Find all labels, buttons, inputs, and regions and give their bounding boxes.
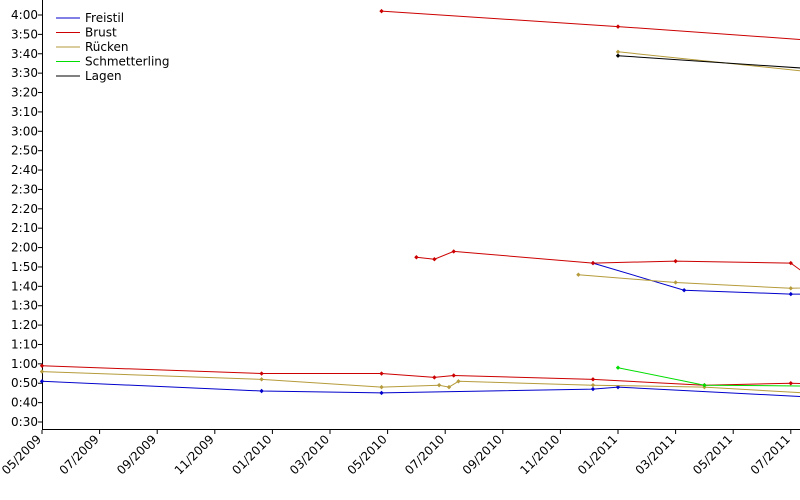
data-point xyxy=(590,377,596,382)
y-tick-label: 1:00 xyxy=(11,357,38,371)
tick-marks xyxy=(38,14,792,434)
data-point xyxy=(379,384,384,390)
data-point xyxy=(451,249,456,254)
data-point xyxy=(615,24,621,29)
data-point xyxy=(590,260,596,266)
data-point xyxy=(379,390,384,396)
data-point xyxy=(615,365,621,370)
data-point xyxy=(576,272,581,277)
series-line xyxy=(381,10,800,40)
data-point xyxy=(379,8,384,14)
legend-entry-label: Lagen xyxy=(85,69,122,83)
data-point xyxy=(432,375,437,380)
data-point xyxy=(432,257,437,262)
data-point xyxy=(259,377,264,382)
y-tick-label: 1:40 xyxy=(11,279,38,293)
data-point xyxy=(39,363,45,368)
data-point xyxy=(259,388,264,394)
data-point xyxy=(451,373,456,378)
data-point xyxy=(590,382,596,388)
series-lagen xyxy=(615,53,800,69)
data-point xyxy=(788,286,793,291)
data-point xyxy=(673,258,678,264)
series-line xyxy=(41,380,800,398)
y-tick-label: 2:00 xyxy=(11,241,38,255)
y-tick-label: 0:40 xyxy=(11,396,38,410)
data-point xyxy=(615,49,621,55)
data-point xyxy=(39,369,45,374)
data-point xyxy=(259,371,264,376)
y-tick-label: 0:50 xyxy=(11,376,38,390)
data-point xyxy=(436,382,442,388)
data-point xyxy=(414,255,419,260)
y-tick-label: 3:10 xyxy=(11,105,38,119)
data-point xyxy=(39,379,45,384)
y-tick-label: 1:20 xyxy=(11,318,38,332)
y-tick-label: 3:20 xyxy=(11,86,38,100)
legend-background xyxy=(51,9,182,79)
legend-entry-label: Brust xyxy=(85,26,117,40)
y-axis-tick-labels: 0:30 0:40 0:50 1:00 1:10 1:20 1:30 1:40 1:50 2:00… xyxy=(11,8,38,429)
series-line xyxy=(617,367,800,387)
data-point xyxy=(615,53,621,58)
data-point xyxy=(456,379,461,384)
y-tick-label: 1:30 xyxy=(11,299,38,313)
data-point xyxy=(673,280,678,285)
series-line xyxy=(578,274,800,289)
legend-entry-label: Rücken xyxy=(85,40,129,54)
data-point xyxy=(788,381,793,386)
series-schmetterling xyxy=(615,365,800,388)
data-point xyxy=(788,291,793,297)
y-tick-label: 2:40 xyxy=(11,163,38,177)
y-tick-label: 2:30 xyxy=(11,182,38,196)
data-point xyxy=(681,288,687,293)
series-layer xyxy=(39,8,800,398)
y-tick-label: 2:50 xyxy=(11,144,38,158)
y-tick-label: 2:10 xyxy=(11,221,38,235)
legend-entry-label: Schmetterling xyxy=(85,55,170,69)
y-tick-label: 0:30 xyxy=(11,415,38,429)
y-tick-label: 3:50 xyxy=(11,27,38,41)
y-tick-label: 2:20 xyxy=(11,202,38,216)
data-point xyxy=(379,371,384,376)
y-tick-label: 3:30 xyxy=(11,66,38,80)
y-tick-label: 3:00 xyxy=(11,124,38,138)
data-point xyxy=(702,382,707,388)
data-point xyxy=(446,384,452,390)
data-point xyxy=(590,386,596,392)
series-line xyxy=(41,365,800,386)
y-tick-label: 3:40 xyxy=(11,47,38,61)
y-tick-label: 4:00 xyxy=(11,8,38,22)
legend-entry-label: Freistil xyxy=(85,11,124,25)
y-tick-label: 1:50 xyxy=(11,260,38,274)
series-line xyxy=(41,371,800,394)
y-tick-label: 1:10 xyxy=(11,337,38,351)
data-point xyxy=(788,260,793,266)
